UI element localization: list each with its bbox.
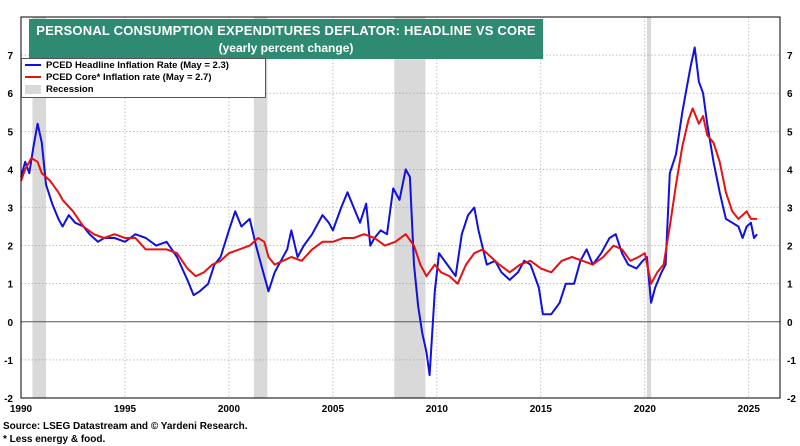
legend-swatch-core: [25, 76, 41, 78]
x-tick-label: 2015: [530, 404, 553, 415]
recession-band: [253, 17, 268, 398]
y-tick-label-left: 3: [7, 204, 13, 215]
axis-labels: -2 -2 -1 -1 0 0 1 1 2 2 3 3 4 4 5 5 6 6 7 7 1990 1995 2000 2005…: [4, 51, 796, 415]
legend-item-core: PCED Core* Inflation rate (May = 2.7): [22, 71, 265, 83]
legend-label-core: PCED Core* Inflation rate (May = 2.7): [46, 71, 212, 83]
y-tick-label-left: 6: [7, 89, 13, 100]
y-tick-label-right: 4: [787, 165, 793, 176]
chart-subtitle: (yearly percent change): [218, 41, 354, 55]
x-tick-label: 1990: [10, 404, 33, 415]
x-tick-label: 2010: [426, 404, 449, 415]
y-tick-label-right: 1: [787, 280, 793, 291]
x-tick-label: 2005: [322, 404, 345, 415]
y-tick-label-left: 4: [7, 165, 13, 176]
y-tick-label-right: -2: [787, 394, 796, 405]
series-lines: [20, 46, 758, 377]
series-line-core: [20, 107, 758, 285]
footnote: * Less energy & food.: [3, 434, 106, 445]
x-tick-label: 2020: [634, 404, 657, 415]
y-tick-label-left: 1: [7, 280, 13, 291]
legend-item-headline: PCED Headline Inflation Rate (May = 2.3): [22, 59, 265, 71]
x-tick-label: 1995: [114, 404, 137, 415]
legend-item-recession: Recession: [22, 83, 265, 95]
source-note: Source: LSEG Datastream and © Yardeni Re…: [3, 421, 248, 432]
y-tick-label-right: -1: [787, 356, 796, 367]
y-tick-label-left: 0: [7, 318, 13, 329]
legend-swatch-headline: [25, 64, 41, 66]
x-tick-label: 2000: [218, 404, 241, 415]
y-tick-label-right: 0: [787, 318, 793, 329]
y-tick-label-left: 7: [7, 51, 13, 62]
y-tick-label-left: -1: [4, 356, 13, 367]
legend-label-recession: Recession: [46, 83, 94, 95]
y-tick-label-right: 6: [787, 89, 793, 100]
y-tick-label-left: 5: [7, 127, 13, 138]
y-tick-label-right: 7: [787, 51, 793, 62]
y-tick-label-right: 5: [787, 127, 793, 138]
chart-title: PERSONAL CONSUMPTION EXPENDITURES DEFLAT…: [36, 23, 536, 38]
chart-title-box: PERSONAL CONSUMPTION EXPENDITURES DEFLAT…: [29, 19, 543, 59]
plot-area-border: [20, 16, 781, 399]
chart-legend: PCED Headline Inflation Rate (May = 2.3)…: [21, 58, 266, 98]
y-tick-label-right: 3: [787, 204, 793, 215]
y-tick-label-left: 2: [7, 242, 13, 253]
x-tick-label: 2025: [738, 404, 761, 415]
series-line-headline: [20, 46, 758, 377]
legend-swatch-recession: [25, 84, 41, 94]
y-tick-label-left: -2: [4, 394, 13, 405]
legend-label-headline: PCED Headline Inflation Rate (May = 2.3): [46, 59, 229, 71]
y-tick-label-right: 2: [787, 242, 793, 253]
